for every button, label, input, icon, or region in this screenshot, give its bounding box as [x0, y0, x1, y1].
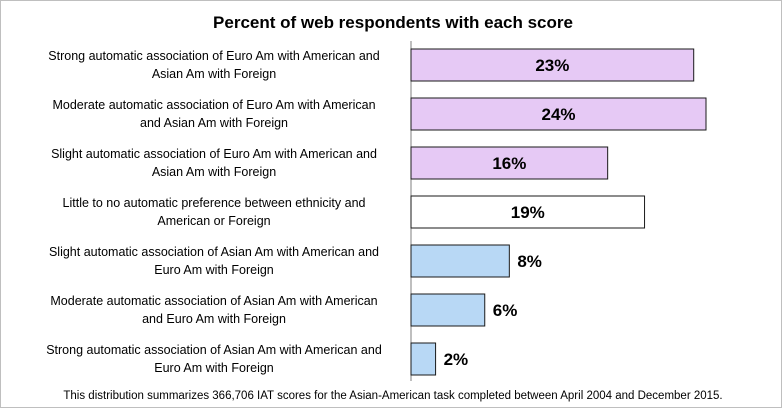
footnote: This distribution summarizes 366,706 IAT… [63, 390, 722, 402]
bar-4 [410, 195, 646, 229]
category-label-1-line-1: Strong automatic association of Euro Am … [48, 49, 379, 63]
bar-7 [410, 342, 437, 376]
value-label-1: 23% [535, 56, 569, 75]
category-label-5-line-1: Slight automatic association of Asian Am… [49, 245, 379, 259]
category-label-5-line-2: Euro Am with Foreign [154, 263, 274, 277]
bars-group: 23% Strong automatic association of Euro … [46, 48, 707, 376]
category-label-3-line-2: Asian Am with Foreign [152, 165, 276, 179]
category-label-4-line-1: Little to no automatic preference betwee… [63, 196, 366, 210]
value-label-3: 16% [492, 154, 526, 173]
bar-5 [410, 244, 510, 278]
value-label-6: 6% [493, 301, 518, 320]
category-label-4-line-2: American or Foreign [157, 214, 270, 228]
category-label-6-line-2: and Euro Am with Foreign [142, 312, 286, 326]
category-label-1-line-2: Asian Am with Foreign [152, 67, 276, 81]
chart-title: Percent of web respondents with each sco… [213, 13, 573, 32]
value-label-2: 24% [541, 105, 575, 124]
bar-1 [410, 48, 695, 82]
value-label-7: 2% [444, 350, 469, 369]
category-label-2-line-1: Moderate automatic association of Euro A… [52, 98, 375, 112]
category-label-3-line-1: Slight automatic association of Euro Am … [51, 147, 377, 161]
category-label-2-line-2: and Asian Am with Foreign [140, 116, 288, 130]
bar-6 [410, 293, 486, 327]
bar-2 [410, 97, 707, 131]
bar-3 [410, 146, 609, 180]
category-label-6-line-1: Moderate automatic association of Asian … [50, 294, 377, 308]
category-label-7-line-2: Euro Am with Foreign [154, 361, 274, 375]
value-label-4: 19% [511, 203, 545, 222]
value-label-5: 8% [517, 252, 542, 271]
category-label-7-line-1: Strong automatic association of Asian Am… [46, 343, 382, 357]
